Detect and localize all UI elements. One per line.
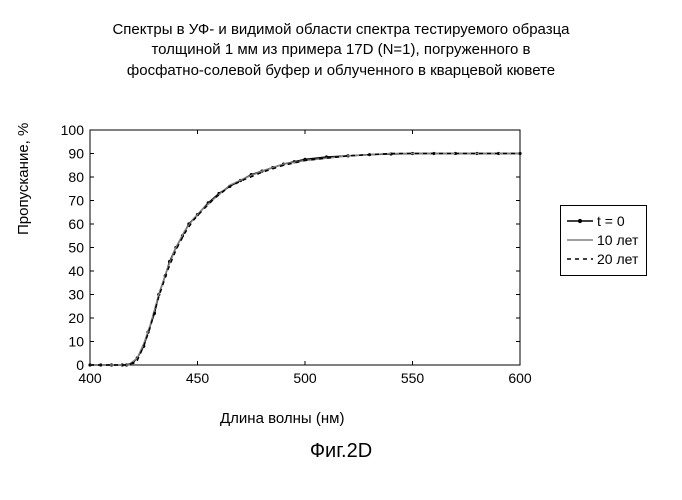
- svg-text:40: 40: [68, 263, 84, 279]
- figure-caption: Фиг.2D: [0, 440, 682, 463]
- svg-text:550: 550: [401, 370, 425, 386]
- svg-text:450: 450: [186, 370, 210, 386]
- chart-area: Пропускание, % 0102030405060708090100400…: [40, 120, 540, 400]
- svg-text:500: 500: [293, 370, 317, 386]
- svg-text:80: 80: [68, 169, 84, 185]
- legend-label: t = 0: [597, 212, 625, 231]
- legend: t = 010 лет20 лет: [560, 205, 647, 276]
- svg-text:30: 30: [68, 287, 84, 303]
- legend-item: 20 лет: [567, 250, 638, 269]
- line-chart: 0102030405060708090100400450500550600: [40, 120, 540, 400]
- svg-text:10: 10: [68, 334, 84, 350]
- svg-text:100: 100: [61, 122, 85, 138]
- svg-text:400: 400: [78, 370, 102, 386]
- title-line: толщиной 1 мм из примера 17D (N=1), погр…: [151, 41, 530, 58]
- legend-item: 10 лет: [567, 231, 638, 250]
- svg-text:60: 60: [68, 216, 84, 232]
- y-axis-label: Пропускание, %: [15, 123, 32, 235]
- legend-item: t = 0: [567, 212, 638, 231]
- svg-text:20: 20: [68, 310, 84, 326]
- title-line: фосфатно-солевой буфер и облученного в к…: [127, 62, 555, 79]
- chart-title: Спектры в УФ- и видимой области спектра …: [0, 20, 682, 81]
- x-axis-label: Длина волны (нм): [220, 410, 344, 427]
- legend-label: 20 лет: [597, 250, 638, 269]
- title-line: Спектры в УФ- и видимой области спектра …: [112, 21, 569, 38]
- legend-label: 10 лет: [597, 231, 638, 250]
- svg-text:50: 50: [68, 240, 84, 256]
- svg-text:600: 600: [508, 370, 532, 386]
- svg-text:70: 70: [68, 193, 84, 209]
- svg-text:90: 90: [68, 146, 84, 162]
